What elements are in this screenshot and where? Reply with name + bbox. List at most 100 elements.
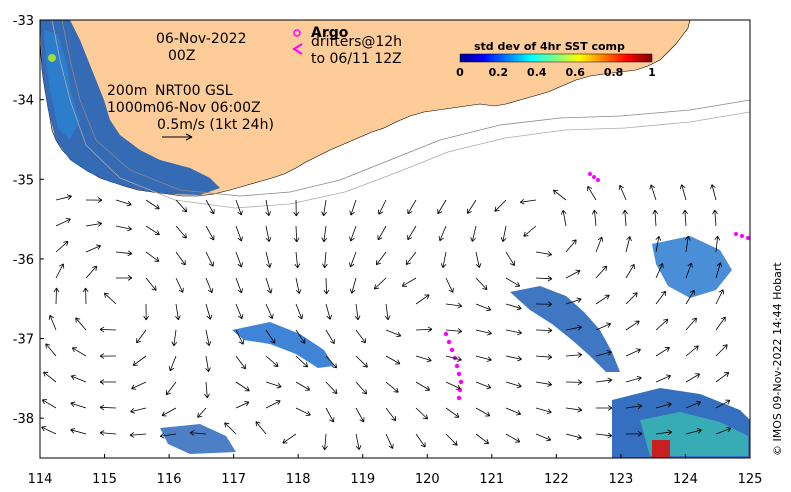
- current-vector: [145, 277, 157, 291]
- current-vector: [415, 326, 433, 333]
- current-vector: [519, 198, 537, 205]
- plot-frame: [39, 19, 751, 459]
- current-vector: [625, 263, 635, 279]
- current-vector: [505, 303, 522, 311]
- argo-marker-icon: [293, 29, 301, 37]
- current-vector: [415, 294, 430, 305]
- current-vector: [205, 355, 211, 373]
- current-vector: [349, 251, 357, 268]
- current-vector: [565, 239, 577, 253]
- current-vector: [295, 407, 311, 416]
- current-vector: [500, 225, 507, 242]
- current-vector: [401, 277, 417, 287]
- current-vector: [377, 225, 387, 241]
- current-vector: [55, 263, 65, 279]
- current-vector: [505, 407, 522, 416]
- current-vector: [385, 433, 394, 449]
- current-vector: [265, 381, 282, 389]
- legend-drifters-line2: to 06/11 12Z: [311, 51, 402, 67]
- current-vector: [445, 381, 461, 390]
- current-vector: [175, 251, 186, 266]
- current-vector: [205, 303, 213, 320]
- current-vector: [445, 302, 463, 309]
- current-vector: [321, 199, 327, 217]
- current-vector: [71, 347, 87, 357]
- current-vector: [145, 225, 160, 236]
- current-vector: [75, 317, 87, 331]
- current-vector: [655, 347, 670, 357]
- current-vector: [115, 275, 133, 281]
- current-vector: [224, 422, 237, 435]
- current-vector: [70, 401, 87, 409]
- current-vector: [385, 355, 401, 365]
- current-vector: [715, 316, 726, 331]
- current-vector: [535, 275, 553, 282]
- current-vector: [523, 225, 537, 237]
- current-vector: [255, 421, 267, 435]
- current-vector: [625, 431, 643, 437]
- current-vector: [475, 355, 492, 362]
- current-vector: [132, 355, 147, 366]
- current-vector: [591, 209, 598, 227]
- current-vector: [355, 407, 365, 423]
- contour-200m: [61, 19, 751, 197]
- current-vector: [82, 287, 89, 305]
- current-vector: [293, 199, 300, 217]
- legend-product-time: 06-Nov 06:00Z: [156, 100, 261, 116]
- current-vector: [475, 407, 491, 417]
- y-tick-label: -34: [13, 94, 34, 109]
- current-vector: [115, 199, 132, 207]
- x-tick-label: 125: [738, 472, 763, 487]
- current-vector: [325, 303, 332, 320]
- current-vector: [85, 197, 103, 203]
- current-vector: [587, 185, 597, 201]
- current-vector: [85, 265, 98, 279]
- legend-contour-1000: 1000m: [107, 100, 156, 116]
- current-vector: [655, 374, 671, 383]
- current-vector: [115, 225, 132, 232]
- current-vector: [535, 381, 553, 387]
- current-vector: [445, 355, 462, 362]
- current-vector: [45, 343, 57, 357]
- current-vector: [595, 294, 610, 305]
- x-tick-label: 122: [544, 472, 569, 487]
- current-vector: [710, 184, 717, 201]
- current-vector: [235, 381, 250, 392]
- drifter-track-south: [443, 331, 464, 401]
- current-vector: [475, 329, 492, 336]
- x-tick-label: 121: [479, 472, 504, 487]
- current-vector: [355, 381, 368, 395]
- current-vector: [235, 251, 243, 268]
- current-vector: [535, 433, 552, 442]
- current-vector: [99, 326, 117, 333]
- current-vector: [685, 262, 693, 279]
- current-vector: [715, 344, 728, 357]
- current-vector: [295, 355, 309, 368]
- current-vector: [655, 429, 673, 436]
- current-vector: [535, 327, 553, 334]
- current-vector: [505, 277, 521, 287]
- y-tick-label: -36: [13, 253, 34, 268]
- current-vector: [349, 277, 357, 294]
- current-vector: [175, 303, 181, 321]
- current-vector: [295, 277, 302, 294]
- current-vector: [407, 199, 417, 215]
- current-vector: [159, 432, 177, 439]
- current-vector: [565, 269, 581, 279]
- legend-date: 06-Nov-2022: [156, 31, 247, 47]
- colorbar-tick-label: 0.8: [604, 66, 624, 79]
- current-vector: [494, 199, 507, 212]
- current-vector: [41, 426, 57, 435]
- current-vector: [685, 345, 699, 357]
- current-vector: [437, 199, 447, 215]
- drifter-marker-icon: [292, 43, 303, 55]
- current-vector: [136, 329, 147, 344]
- current-vector: [53, 287, 60, 305]
- current-vector: [682, 209, 688, 227]
- current-vector: [204, 381, 210, 399]
- current-vector: [625, 403, 643, 410]
- current-vector: [375, 251, 387, 266]
- current-vector: [293, 225, 300, 243]
- current-vector: [715, 399, 731, 409]
- current-vector: [103, 292, 117, 305]
